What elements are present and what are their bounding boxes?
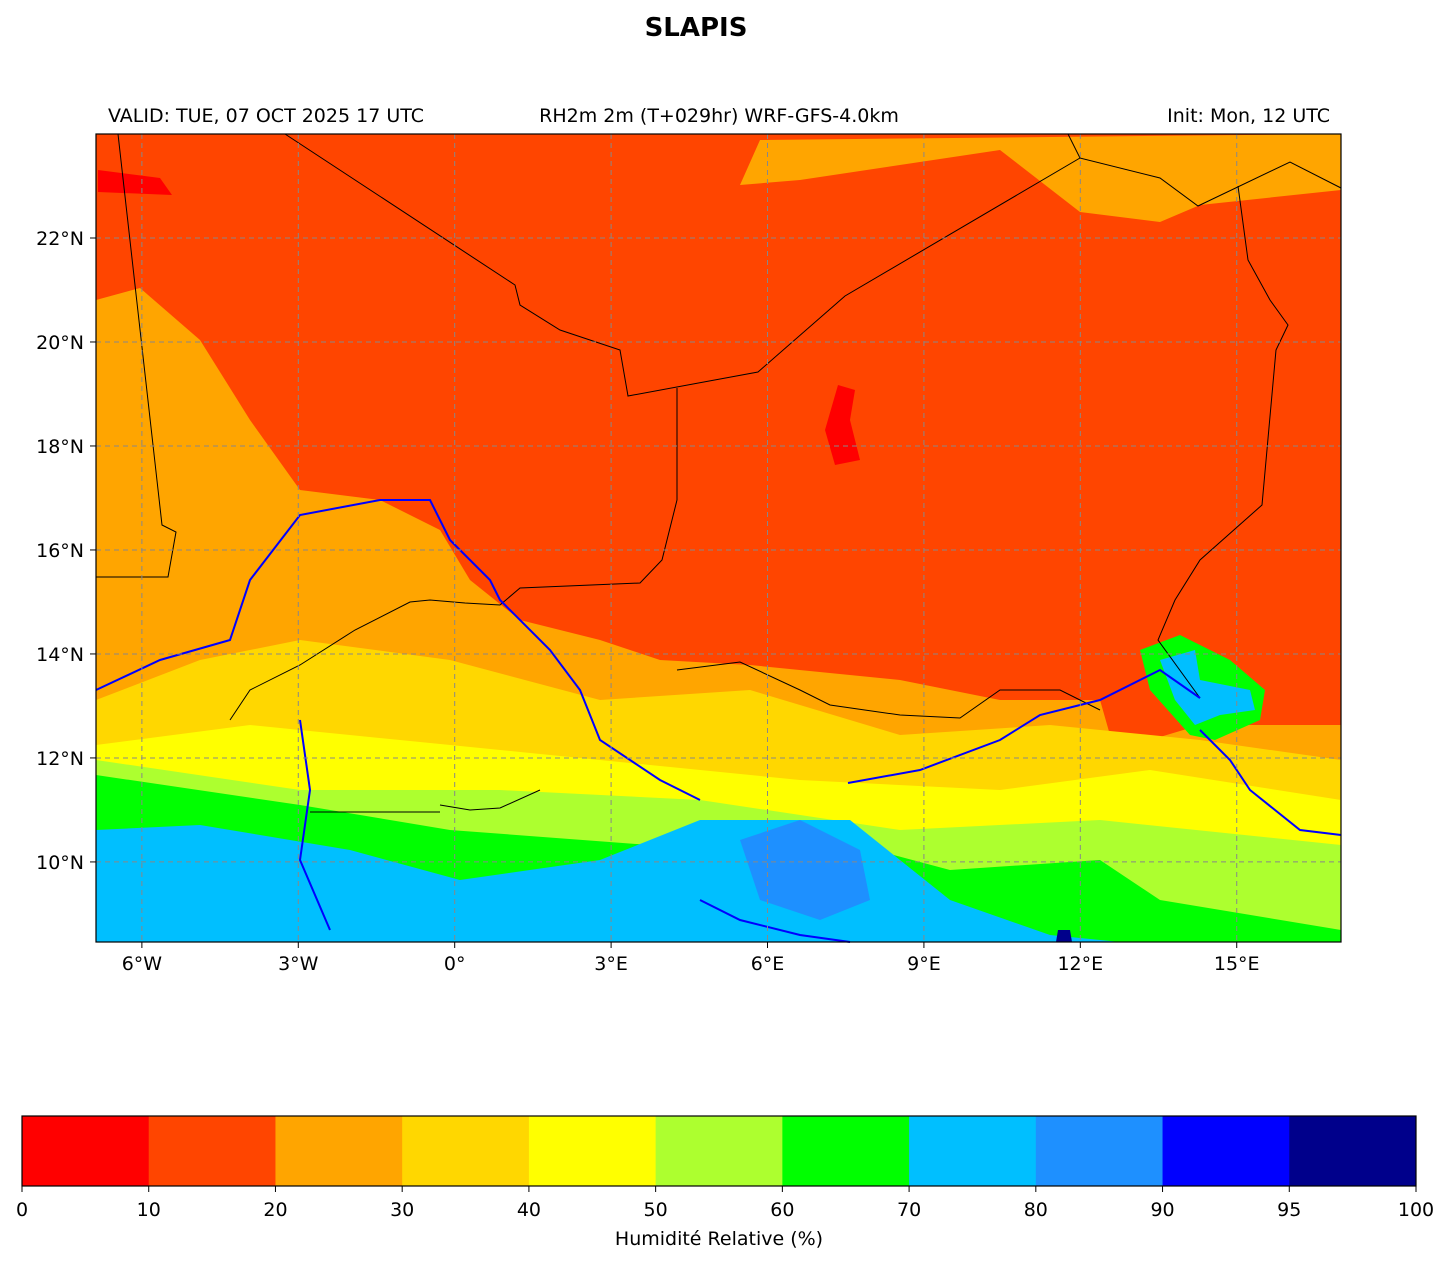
colorbar-tick-label: 95 bbox=[1277, 1199, 1301, 1221]
x-tick-label: 6°E bbox=[751, 953, 785, 975]
x-tick-label: 0° bbox=[444, 953, 466, 975]
y-tick-label: 20°N bbox=[36, 332, 84, 354]
colorbar-segment bbox=[909, 1116, 1037, 1186]
colorbar-tick-label: 30 bbox=[390, 1199, 414, 1221]
colorbar-tick-label: 60 bbox=[770, 1199, 794, 1221]
borders bbox=[96, 133, 1342, 813]
rivers bbox=[95, 499, 1342, 943]
header-right: Init: Mon, 12 UTC bbox=[1167, 105, 1330, 127]
colorbar-tick-label: 90 bbox=[1150, 1199, 1174, 1221]
colorbar-segment bbox=[22, 1116, 150, 1186]
map-frame bbox=[95, 133, 1342, 943]
colorbar-segment bbox=[655, 1116, 783, 1186]
colorbar-tick-label: 20 bbox=[263, 1199, 287, 1221]
colorbar-segment bbox=[402, 1116, 530, 1186]
colorbar-segment bbox=[148, 1116, 276, 1186]
y-tick-label: 22°N bbox=[36, 228, 84, 250]
title: SLAPIS bbox=[645, 13, 748, 43]
x-tick-label: 9°E bbox=[907, 953, 941, 975]
x-tick-label: 3°E bbox=[594, 953, 628, 975]
colorbar-tick-label: 0 bbox=[16, 1199, 28, 1221]
humidity-field bbox=[96, 134, 1341, 942]
colorbar-segment bbox=[1162, 1116, 1290, 1186]
colorbar-tick-label: 10 bbox=[137, 1199, 161, 1221]
x-tick-label: 15°E bbox=[1214, 953, 1260, 975]
colorbar-segment bbox=[1289, 1116, 1417, 1186]
colorbar-tick-label: 80 bbox=[1024, 1199, 1048, 1221]
colorbar-segment bbox=[782, 1116, 910, 1186]
colorbar-segment bbox=[275, 1116, 403, 1186]
colorbar-tick-label: 70 bbox=[897, 1199, 921, 1221]
y-tick-label: 16°N bbox=[36, 540, 84, 562]
colorbar bbox=[22, 1116, 1417, 1186]
y-tick-label: 18°N bbox=[36, 436, 84, 458]
y-tick-label: 14°N bbox=[36, 644, 84, 666]
y-tick-label: 10°N bbox=[36, 852, 84, 874]
colorbar-segment bbox=[528, 1116, 657, 1186]
colorbar-segment bbox=[1035, 1116, 1164, 1186]
colorbar-tick-label: 40 bbox=[517, 1199, 541, 1221]
x-tick-label: 6°W bbox=[122, 953, 163, 975]
colorbar-tick-label: 50 bbox=[644, 1199, 668, 1221]
header-center: RH2m 2m (T+029hr) WRF-GFS-4.0km bbox=[539, 105, 899, 127]
colorbar-frame bbox=[21, 1115, 1417, 1187]
x-tick-label: 12°E bbox=[1057, 953, 1103, 975]
header-left: VALID: TUE, 07 OCT 2025 17 UTC bbox=[108, 105, 424, 127]
colorbar-label: Humidité Relative (%) bbox=[615, 1228, 823, 1250]
grid bbox=[96, 134, 1341, 942]
colorbar-tick-label: 100 bbox=[1398, 1199, 1434, 1221]
x-tick-label: 3°W bbox=[278, 953, 319, 975]
y-tick-label: 12°N bbox=[36, 748, 84, 770]
